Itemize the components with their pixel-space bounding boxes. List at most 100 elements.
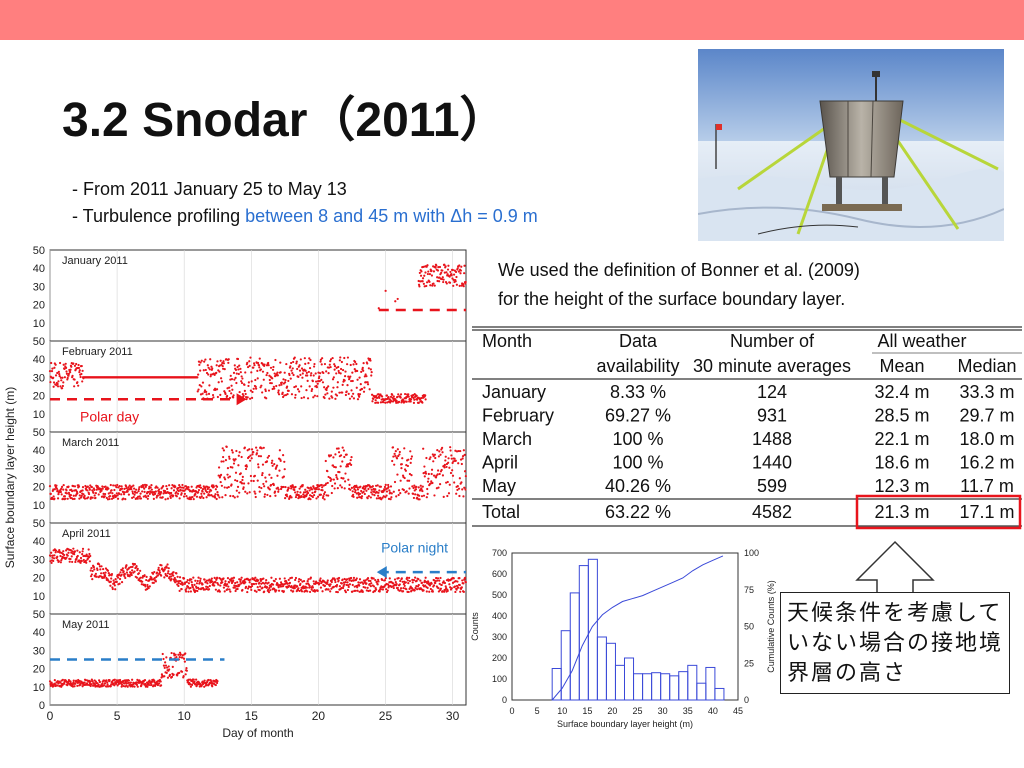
data-point xyxy=(175,491,178,494)
data-point xyxy=(462,590,465,594)
data-point xyxy=(71,490,74,493)
data-point xyxy=(262,446,265,449)
data-point xyxy=(352,495,355,498)
data-point xyxy=(440,468,443,472)
data-point xyxy=(202,369,205,372)
data-point xyxy=(80,372,83,376)
data-point xyxy=(403,476,406,480)
data-point xyxy=(337,579,340,582)
data-point xyxy=(67,374,70,377)
data-point xyxy=(69,557,72,561)
data-point xyxy=(204,368,207,372)
data-point xyxy=(439,587,443,590)
data-point xyxy=(319,372,322,375)
data-point xyxy=(432,474,436,477)
data-point xyxy=(294,393,297,397)
data-point xyxy=(405,490,408,493)
data-point xyxy=(172,494,175,497)
data-point xyxy=(456,580,459,583)
data-point xyxy=(311,380,314,383)
data-point xyxy=(424,576,427,579)
data-point xyxy=(241,588,244,592)
data-point xyxy=(347,478,350,481)
data-point xyxy=(366,362,369,365)
data-point xyxy=(352,493,355,496)
data-point xyxy=(409,400,412,403)
data-point xyxy=(60,485,64,488)
data-point xyxy=(280,381,283,384)
data-point xyxy=(250,457,253,460)
data-point xyxy=(259,579,263,582)
data-point xyxy=(81,685,84,688)
data-point xyxy=(395,583,398,586)
data-point xyxy=(83,494,86,497)
data-point xyxy=(448,275,451,278)
data-point xyxy=(93,488,96,491)
data-point xyxy=(366,497,369,500)
data-point xyxy=(405,576,409,579)
data-point xyxy=(426,586,429,589)
polar-night-label: Polar night xyxy=(381,539,448,555)
data-point xyxy=(325,388,328,392)
data-point xyxy=(310,588,313,591)
data-point xyxy=(397,493,400,497)
data-point xyxy=(185,669,188,672)
data-point xyxy=(388,489,391,492)
data-point xyxy=(360,387,364,391)
data-point xyxy=(167,570,170,573)
data-point xyxy=(343,577,346,581)
data-point xyxy=(335,474,338,477)
data-point xyxy=(249,389,252,392)
data-point xyxy=(396,473,399,476)
y-tick-label: 40 xyxy=(33,354,45,366)
data-point xyxy=(110,681,114,684)
data-point xyxy=(260,384,263,387)
data-point xyxy=(311,491,314,494)
data-point xyxy=(246,365,250,369)
data-point xyxy=(457,586,460,589)
data-point xyxy=(162,664,166,667)
data-point xyxy=(442,278,445,281)
data-point xyxy=(460,481,463,484)
histogram-bar xyxy=(587,558,598,701)
data-point xyxy=(195,586,198,589)
data-point xyxy=(377,494,380,497)
data-point xyxy=(178,651,182,654)
data-point xyxy=(131,490,134,493)
data-point xyxy=(160,574,163,577)
data-point xyxy=(388,577,391,580)
data-point xyxy=(56,371,59,375)
data-point xyxy=(443,581,447,585)
data-point xyxy=(258,490,261,493)
data-point xyxy=(151,680,154,683)
data-point xyxy=(178,671,181,674)
data-point xyxy=(262,577,265,580)
y-tick-label: 40 xyxy=(33,627,45,639)
data-point xyxy=(101,487,104,490)
data-point xyxy=(228,475,232,478)
data-point xyxy=(356,589,359,592)
data-point xyxy=(301,372,304,375)
data-point xyxy=(238,390,241,394)
data-point xyxy=(374,394,378,398)
data-point xyxy=(356,486,359,489)
data-point xyxy=(370,488,373,491)
data-point xyxy=(329,583,332,586)
y-tick-label: 10 xyxy=(33,500,45,512)
data-point xyxy=(230,449,234,452)
data-point xyxy=(399,587,403,590)
data-point xyxy=(323,584,327,587)
x-tick-label: 0 xyxy=(509,706,514,716)
data-point xyxy=(279,487,283,491)
x-tick-label: 40 xyxy=(708,706,718,716)
data-point xyxy=(135,576,139,579)
data-point xyxy=(250,448,254,451)
data-point xyxy=(157,682,161,685)
data-point xyxy=(211,685,214,688)
data-point xyxy=(91,489,94,492)
data-point xyxy=(166,563,169,566)
data-point xyxy=(60,379,63,382)
data-point xyxy=(277,393,281,396)
data-point xyxy=(203,492,206,495)
data-point xyxy=(50,370,54,373)
